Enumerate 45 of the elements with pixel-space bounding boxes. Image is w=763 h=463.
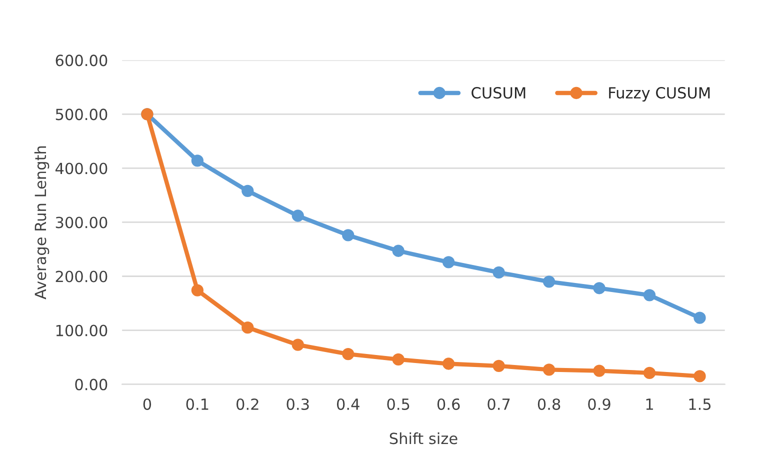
point — [242, 321, 254, 334]
x-tick-label: 0.2 — [236, 398, 258, 410]
y-tick-label: 300.00 — [56, 216, 108, 228]
x-tick-label: 0.9 — [588, 398, 610, 410]
point — [392, 244, 404, 257]
point — [643, 289, 656, 302]
legend-label: Fuzzy CUSUM — [609, 87, 710, 102]
y-tick-label: 100.00 — [56, 324, 108, 336]
x-tick-label: 0.3 — [286, 398, 309, 410]
x-tick-label: 0 — [143, 398, 152, 410]
point — [292, 210, 304, 222]
point — [542, 276, 556, 288]
y-axis-title: Average Run Length — [34, 146, 50, 300]
x-tick-label: 1 — [646, 398, 653, 410]
x-tick-label: 1.5 — [689, 398, 711, 410]
y-tick-label: 400.00 — [55, 162, 108, 174]
y-tick-label: 200.00 — [56, 270, 108, 282]
y-tick-label: 600.00 — [56, 54, 108, 66]
point — [593, 364, 606, 377]
x-axis-title: Shift size — [390, 432, 458, 444]
x-tick-label: 0.5 — [387, 398, 410, 410]
point — [593, 282, 606, 294]
point — [292, 338, 304, 351]
y-tick-label: 500.00 — [56, 108, 108, 120]
point — [342, 229, 354, 242]
point — [191, 284, 204, 296]
x-tick-label: 0.1 — [186, 398, 208, 410]
x-tick-label: 0.4 — [336, 398, 360, 410]
point — [342, 348, 354, 360]
point — [492, 266, 505, 279]
point — [392, 353, 404, 366]
point — [542, 364, 556, 376]
point — [442, 256, 455, 268]
point — [694, 370, 706, 382]
point — [694, 312, 706, 324]
point — [242, 184, 254, 197]
point — [492, 360, 505, 372]
x-tick-label: 0.7 — [488, 398, 510, 410]
point — [442, 358, 455, 370]
point — [191, 154, 204, 167]
x-tick-label: 0.6 — [437, 398, 460, 410]
x-tick-label: 0.8 — [538, 398, 560, 410]
legend-label: CUSUM — [472, 87, 526, 99]
y-tick-label: 0.00 — [75, 378, 108, 390]
point — [643, 366, 656, 380]
